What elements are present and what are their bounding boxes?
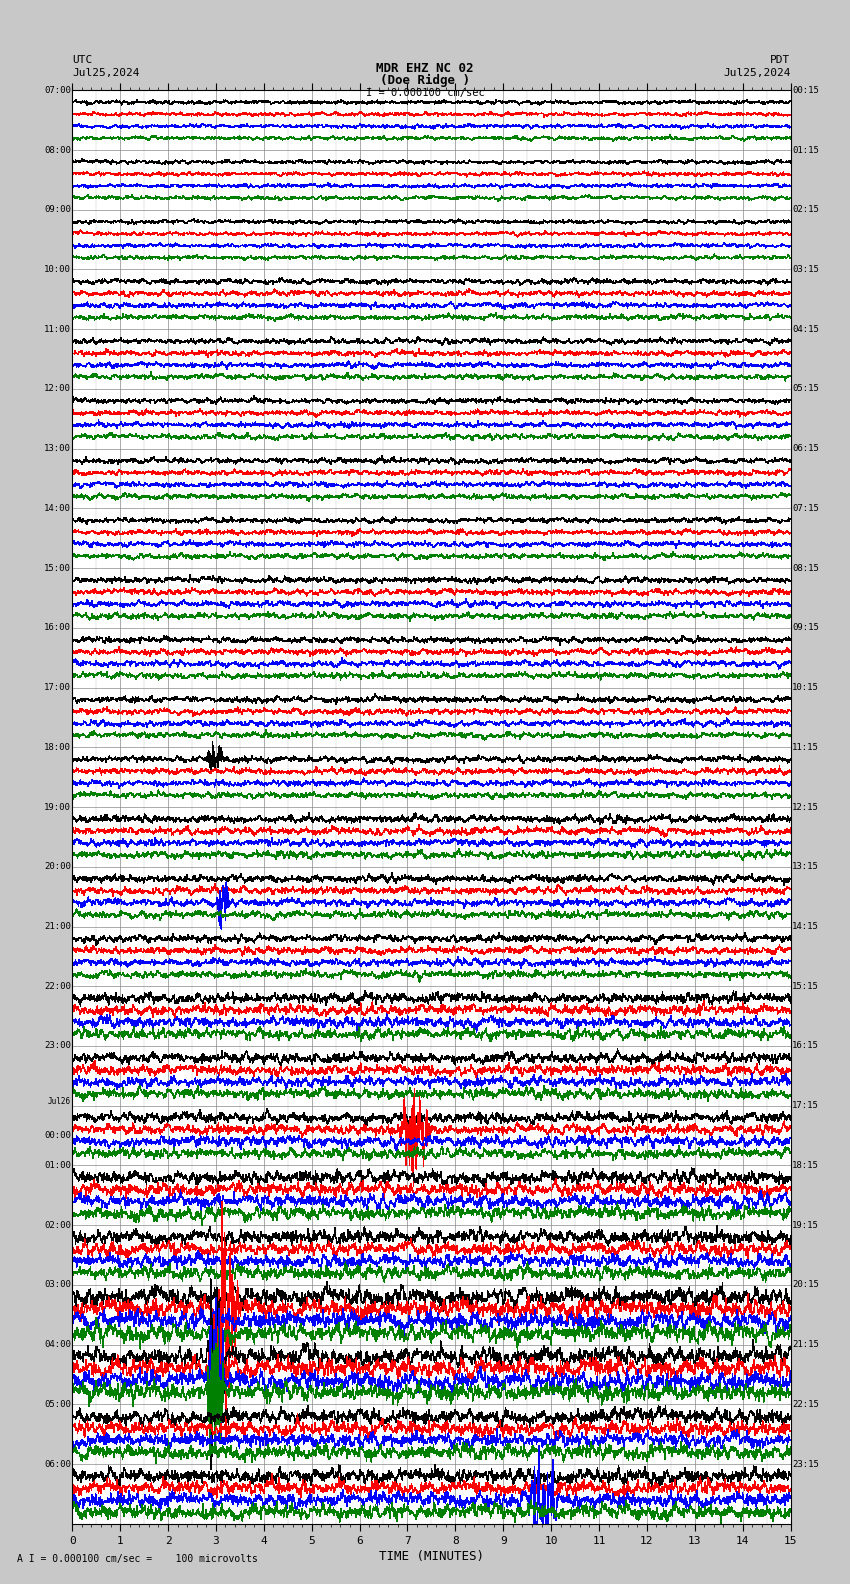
Text: I = 0.000100 cm/sec: I = 0.000100 cm/sec <box>366 89 484 98</box>
Text: 04:00: 04:00 <box>44 1340 71 1350</box>
Text: Jul25,2024: Jul25,2024 <box>72 68 139 78</box>
Text: 10:00: 10:00 <box>44 265 71 274</box>
Text: 03:00: 03:00 <box>44 1280 71 1289</box>
Text: 20:00: 20:00 <box>44 862 71 871</box>
Text: 02:15: 02:15 <box>792 206 819 214</box>
Text: 12:00: 12:00 <box>44 385 71 393</box>
Text: 17:15: 17:15 <box>792 1101 819 1110</box>
Text: 00:00: 00:00 <box>44 1131 71 1140</box>
Text: 14:15: 14:15 <box>792 922 819 931</box>
Text: 07:00: 07:00 <box>44 86 71 95</box>
Text: 12:15: 12:15 <box>792 803 819 811</box>
Text: 14:00: 14:00 <box>44 504 71 513</box>
Text: 18:15: 18:15 <box>792 1161 819 1171</box>
Text: 19:00: 19:00 <box>44 803 71 811</box>
Text: Jul26: Jul26 <box>48 1096 71 1106</box>
Text: 16:15: 16:15 <box>792 1041 819 1050</box>
Text: (Doe Ridge ): (Doe Ridge ) <box>380 74 470 87</box>
Text: UTC: UTC <box>72 55 93 65</box>
Text: 21:00: 21:00 <box>44 922 71 931</box>
Text: 13:00: 13:00 <box>44 444 71 453</box>
Text: 02:00: 02:00 <box>44 1221 71 1229</box>
Text: 05:15: 05:15 <box>792 385 819 393</box>
Text: 23:00: 23:00 <box>44 1041 71 1050</box>
Text: 21:15: 21:15 <box>792 1340 819 1350</box>
Text: 00:15: 00:15 <box>792 86 819 95</box>
Text: MDR EHZ NC 02: MDR EHZ NC 02 <box>377 62 473 74</box>
X-axis label: TIME (MINUTES): TIME (MINUTES) <box>379 1549 484 1563</box>
Text: 06:15: 06:15 <box>792 444 819 453</box>
Text: PDT: PDT <box>770 55 790 65</box>
Text: 06:00: 06:00 <box>44 1459 71 1468</box>
Text: 23:15: 23:15 <box>792 1459 819 1468</box>
Text: 04:15: 04:15 <box>792 325 819 334</box>
Text: 13:15: 13:15 <box>792 862 819 871</box>
Text: 08:00: 08:00 <box>44 146 71 155</box>
Text: 18:00: 18:00 <box>44 743 71 752</box>
Text: 03:15: 03:15 <box>792 265 819 274</box>
Text: 19:15: 19:15 <box>792 1221 819 1229</box>
Text: 01:00: 01:00 <box>44 1161 71 1171</box>
Text: 07:15: 07:15 <box>792 504 819 513</box>
Text: 15:00: 15:00 <box>44 564 71 573</box>
Text: 20:15: 20:15 <box>792 1280 819 1289</box>
Text: 16:00: 16:00 <box>44 624 71 632</box>
Text: 10:15: 10:15 <box>792 683 819 692</box>
Text: 08:15: 08:15 <box>792 564 819 573</box>
Text: 11:15: 11:15 <box>792 743 819 752</box>
Text: 09:00: 09:00 <box>44 206 71 214</box>
Text: 15:15: 15:15 <box>792 982 819 990</box>
Text: 17:00: 17:00 <box>44 683 71 692</box>
Text: A I = 0.000100 cm/sec =    100 microvolts: A I = 0.000100 cm/sec = 100 microvolts <box>17 1554 258 1563</box>
Text: 22:15: 22:15 <box>792 1400 819 1408</box>
Text: Jul25,2024: Jul25,2024 <box>723 68 791 78</box>
Text: 09:15: 09:15 <box>792 624 819 632</box>
Text: 22:00: 22:00 <box>44 982 71 990</box>
Text: 01:15: 01:15 <box>792 146 819 155</box>
Text: 11:00: 11:00 <box>44 325 71 334</box>
Text: 05:00: 05:00 <box>44 1400 71 1408</box>
